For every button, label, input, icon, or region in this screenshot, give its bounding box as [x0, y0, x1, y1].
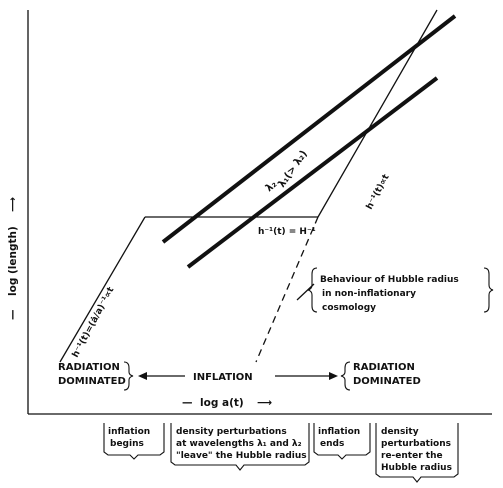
y-axis-label: log (length): [7, 226, 19, 296]
annotation-line-3: cosmology: [322, 303, 376, 313]
inflation-ends-2: ends: [320, 439, 344, 449]
annotation-line-2: in non-inflationary: [322, 289, 416, 299]
perturb-leave-1: density perturbations: [176, 427, 287, 437]
inflation-arrowhead-left-icon: [138, 372, 147, 380]
x-axis-dash: —: [182, 397, 193, 409]
annotation-line-1: Behaviour of Hubble radius: [320, 275, 459, 285]
inflation-arrowhead-right-icon: [329, 372, 338, 380]
radiation-right-1: RADIATION: [353, 362, 415, 373]
x-axis-arrow-icon: ⟶: [257, 397, 272, 409]
annotation-pointer: [296, 283, 315, 301]
radiation-right-2: DOMINATED: [353, 376, 421, 387]
perturb-enter-2: perturbations: [381, 439, 451, 449]
lambda1-line: [161, 14, 457, 244]
inflation-begins-brace: [103, 423, 165, 460]
annotation-left-brace: [307, 267, 318, 313]
inflation-label: INFLATION: [193, 372, 253, 383]
hubble-radius-early-line: [59, 216, 146, 363]
inflation-begins-1: inflation: [108, 427, 150, 437]
y-axis-arrow-icon: ⟶: [7, 197, 19, 212]
x-axis-label: log a(t): [200, 397, 244, 409]
radiation-left-1: RADIATION: [58, 362, 120, 373]
annotation-right-brace: [483, 267, 494, 313]
y-axis-dash: —: [7, 310, 19, 321]
lambda1-label: λ₁(> λ₂): [276, 149, 309, 190]
perturb-enter-1: density: [381, 427, 419, 437]
radiation-left-2: DOMINATED: [58, 376, 126, 387]
radiation-left-brace: [123, 361, 134, 391]
perturb-enter-3: re-enter the: [381, 451, 443, 461]
hubble-radius-noninflation-dashed: [255, 216, 319, 363]
radiation-right-brace: [340, 361, 351, 391]
perturb-leave-3: "leave" the Hubble radius: [176, 451, 307, 461]
hubble-const-label: h⁻¹(t) = H⁻¹: [258, 227, 316, 237]
inflation-ends-brace: [313, 423, 371, 460]
hubble-early-label: h⁻¹(t)=(ȧ/a)⁻¹∝t: [71, 285, 117, 359]
perturb-leave-2: at wavelengths λ₁ and λ₂: [176, 439, 302, 449]
inflation-begins-2: begins: [110, 439, 144, 449]
perturb-leave-brace: [170, 423, 310, 471]
perturb-enter-brace: [375, 423, 459, 483]
hubble-late-label: h⁻¹(t)∝t: [365, 172, 392, 211]
perturb-enter-4: Hubble radius: [381, 463, 452, 473]
inflation-ends-1: inflation: [318, 427, 360, 437]
lambda2-line: [186, 76, 439, 269]
